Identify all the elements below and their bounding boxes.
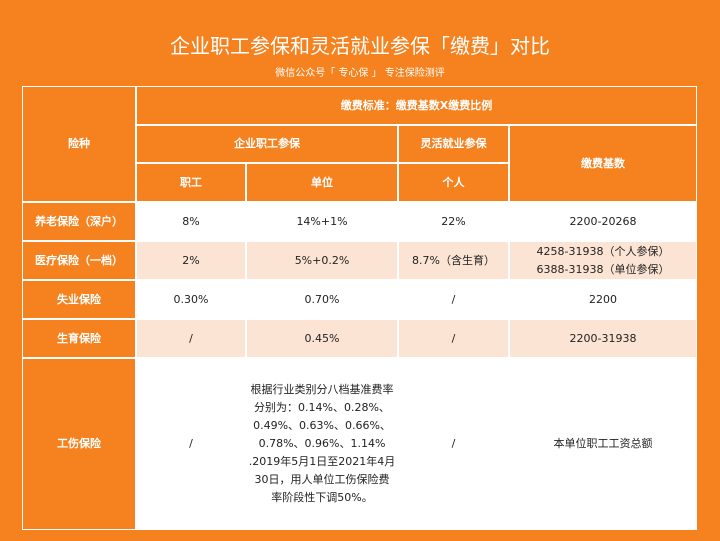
cell-line: 6388-31938（单位参保） [536,262,670,276]
data-cell: / [136,319,246,358]
cell-line: 分别为：0.14%、0.28%、 [254,401,390,414]
data-cell: 0.45% [246,319,398,358]
data-cell: 22% [398,202,509,241]
data-cell: 2200-31938 [509,319,697,358]
row-label: 工伤保险 [22,358,136,530]
header-cell: 缴费标准：缴费基数X缴费比例 [136,86,697,125]
cell-line: 0.78%、0.96%、1.14% [258,437,386,450]
data-cell: 8.7%（含生育） [398,241,509,280]
cell-line: 30日，用人单位工伤保险费 [254,473,390,486]
cell-line: 率阶段性下调50%。 [271,491,373,504]
cell-line: 根据行业类别分八档基准费率 [250,383,394,396]
watermark: 知乎 @专心保 [566,502,687,524]
header-cell: 单位 [246,163,398,202]
cell-line: 4258-31938（个人参保） [536,244,670,258]
data-cell: 5%+0.2% [246,241,398,280]
subtitle: 微信公众号「 专心保 」 专注保险测评 [275,68,445,79]
data-cell: / [398,319,509,358]
data-cell: 2200 [509,280,697,319]
data-cell: 2% [136,241,246,280]
header-cell: 企业职工参保 [136,125,398,163]
row-label: 失业保险 [22,280,136,319]
table: 险种 缴费标准：缴费基数X缴费比例 企业职工参保 灵活就业参保 缴费基数 职工 单位 个人养老… [22,86,697,530]
data-cell: / [398,358,509,530]
header-cell: 缴费基数 [509,125,697,202]
cell-line: .2019年5月1日至2021年4月 [248,455,396,468]
data-cell: / [398,280,509,319]
data-cell: 根据行业类别分八档基准费率 分别为：0.14%、0.28%、 0.49%、0.63%… [246,358,398,530]
data-cell: 14%+1% [246,202,398,241]
row-label: 生育保险 [22,319,136,358]
row-label: 医疗保险（一档） [22,241,136,280]
header-cell: 个人 [398,163,509,202]
header-cell: 灵活就业参保 [398,125,509,163]
data-cell: 2200-20268 [509,202,697,241]
data-cell: / [136,358,246,530]
header-cell: 险种 [22,86,136,202]
data-cell: 4258-31938（个人参保） 6388-31938（单位参保） [509,241,697,280]
cell-line: 0.49%、0.63%、0.66%、 [253,419,391,432]
row-label: 养老保险（深户） [22,202,136,241]
data-cell: 0.70% [246,280,398,319]
data-cell: 8% [136,202,246,241]
data-cell: 本单位职工工资总额 [509,358,697,530]
data-cell: 0.30% [136,280,246,319]
title: 企业职工参保和灵活就业参保「缴费」对比 [170,34,550,58]
header-cell: 职工 [136,163,246,202]
